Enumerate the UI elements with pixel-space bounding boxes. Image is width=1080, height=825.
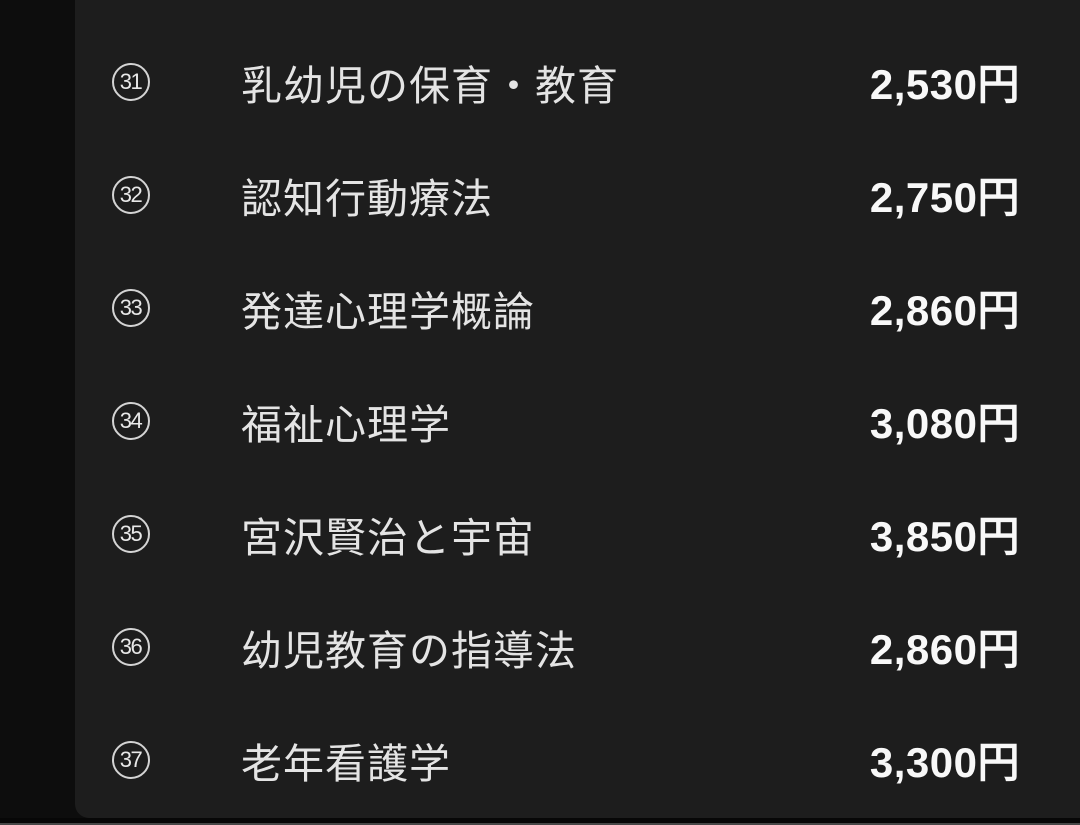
left-gutter bbox=[0, 0, 75, 818]
item-number-badge: 37 bbox=[112, 740, 150, 779]
list-item[interactable]: 34 福祉心理学 3,080円 bbox=[75, 364, 1080, 477]
item-price: 2,530円 bbox=[869, 61, 1020, 108]
item-number-badge: 33 bbox=[112, 288, 150, 327]
item-title: 発達心理学概論 bbox=[241, 288, 535, 335]
bottom-edge-line bbox=[0, 823, 1080, 825]
list-item[interactable]: 32 認知行動療法 2,750円 bbox=[75, 138, 1080, 251]
price-list-panel: 31 乳幼児の保育・教育 2,530円 32 認知行動療法 2,750円 33 … bbox=[75, 0, 1080, 818]
list-item[interactable]: 35 宮沢賢治と宇宙 3,850円 bbox=[75, 477, 1080, 590]
item-price: 3,300円 bbox=[869, 739, 1020, 786]
item-number-badge: 31 bbox=[112, 62, 150, 101]
item-number-badge: 35 bbox=[112, 514, 150, 553]
item-number-badge: 34 bbox=[112, 401, 150, 440]
item-price: 3,850円 bbox=[869, 513, 1020, 560]
item-title: 福祉心理学 bbox=[241, 401, 451, 448]
item-title: 認知行動療法 bbox=[241, 175, 493, 222]
list-item[interactable]: 31 乳幼児の保育・教育 2,530円 bbox=[75, 25, 1080, 138]
item-title: 宮沢賢治と宇宙 bbox=[241, 514, 535, 561]
item-title: 幼児教育の指導法 bbox=[241, 627, 577, 674]
item-price: 2,750円 bbox=[869, 174, 1020, 221]
item-price: 2,860円 bbox=[869, 287, 1020, 334]
bottom-bar bbox=[0, 818, 1080, 823]
item-price: 2,860円 bbox=[869, 626, 1020, 673]
list-item[interactable]: 33 発達心理学概論 2,860円 bbox=[75, 251, 1080, 364]
list-item[interactable]: 37 老年看護学 3,300円 bbox=[75, 703, 1080, 816]
item-number-badge: 36 bbox=[112, 627, 150, 666]
item-price: 3,080円 bbox=[869, 400, 1020, 447]
item-title: 乳幼児の保育・教育 bbox=[241, 62, 619, 109]
item-title: 老年看護学 bbox=[241, 740, 451, 787]
item-number-badge: 32 bbox=[112, 175, 150, 214]
list-item[interactable]: 36 幼児教育の指導法 2,860円 bbox=[75, 590, 1080, 703]
